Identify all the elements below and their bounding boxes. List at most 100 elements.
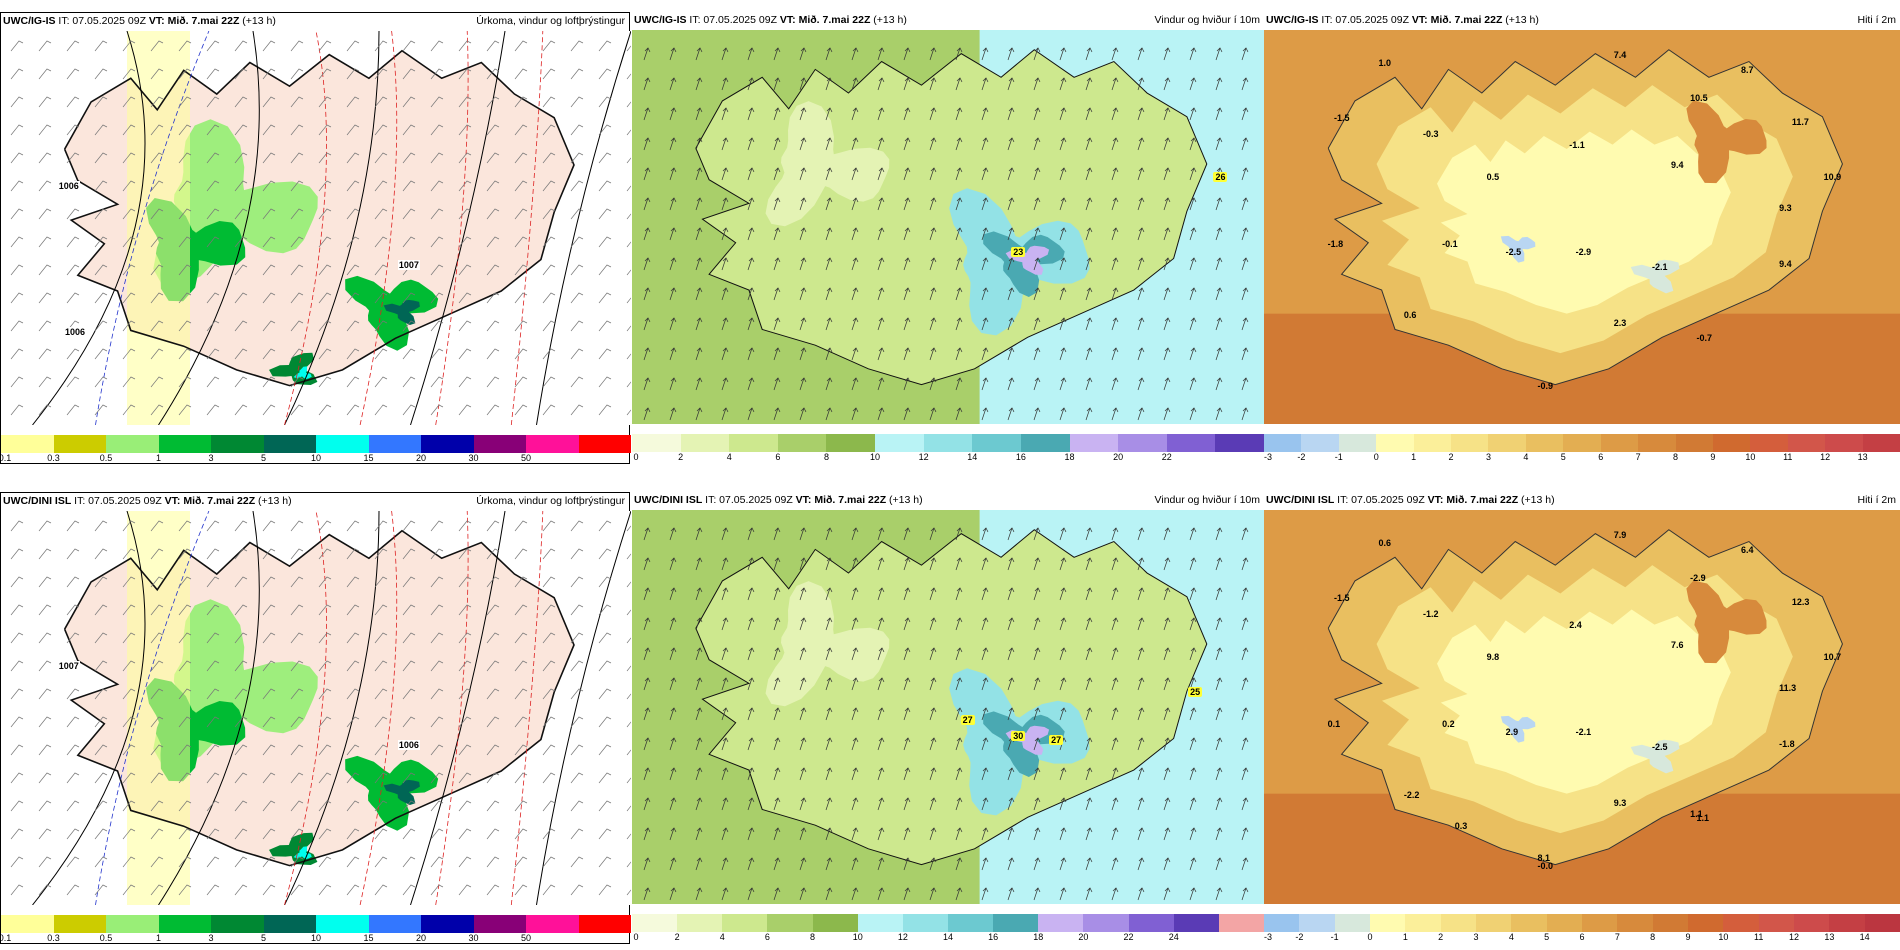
- wind-barb: [262, 716, 276, 728]
- wind-barb: [234, 744, 248, 756]
- wind-barb: [10, 208, 24, 220]
- wind-barb: [486, 348, 500, 360]
- wind-barb: [150, 404, 164, 416]
- wind-barb: [402, 124, 416, 136]
- wind-arrow: [695, 407, 703, 421]
- map-area[interactable]: [1264, 510, 1900, 904]
- wind-barb: [318, 660, 332, 672]
- wind-barb: [290, 716, 304, 728]
- wind-barb: [150, 800, 164, 812]
- wind-barb: [122, 96, 136, 108]
- wind-barb: [10, 124, 24, 136]
- wind-arrow: [773, 107, 781, 121]
- temperature-value: 1.1: [1690, 809, 1703, 820]
- wind-arrow: [1163, 377, 1171, 391]
- wind-barb: [374, 548, 388, 560]
- wind-arrow: [721, 137, 729, 151]
- legend-swatch: [473, 915, 526, 933]
- wind-barb: [430, 828, 444, 840]
- wind-arrow: [747, 737, 755, 751]
- wind-barb: [514, 264, 528, 276]
- wind-barb: [570, 68, 584, 80]
- wind-barb: [318, 632, 332, 644]
- wind-barb: [66, 236, 80, 248]
- legend-tick: 50: [520, 453, 532, 463]
- wind-arrow: [1189, 707, 1197, 721]
- wind-barb: [430, 856, 444, 868]
- wind-arrow: [1059, 857, 1067, 871]
- wind-barb: [10, 800, 24, 812]
- map-area[interactable]: [1, 31, 631, 425]
- wind-arrow: [773, 317, 781, 331]
- gust-max-label: 27: [960, 714, 975, 725]
- wind-barb: [150, 632, 164, 644]
- model-name: UWC/IG-IS: [3, 15, 56, 27]
- wind-barb: [542, 772, 556, 784]
- temperature-value: -0.7: [1696, 333, 1712, 344]
- wind-barb: [458, 632, 472, 644]
- wind-barb: [598, 632, 612, 644]
- wind-arrow: [799, 857, 807, 871]
- wind-arrow: [955, 257, 963, 271]
- wind-arrow: [955, 197, 963, 211]
- wind-arrow: [877, 167, 885, 181]
- wind-arrow: [929, 677, 937, 691]
- wind-arrow: [747, 137, 755, 151]
- wind-arrow: [1241, 377, 1249, 391]
- wind-arrow: [695, 647, 703, 661]
- wind-barb: [290, 660, 304, 672]
- wind-barb: [38, 236, 52, 248]
- wind-arrow: [1033, 827, 1041, 841]
- wind-barb: [38, 744, 52, 756]
- wind-arrow: [1085, 617, 1093, 631]
- legend-tick: 15: [363, 453, 374, 463]
- wind-arrow: [773, 677, 781, 691]
- wind-arrow: [799, 887, 807, 901]
- wind-arrow: [955, 617, 963, 631]
- wind-arrow: [1137, 857, 1145, 871]
- wind-barb: [234, 632, 248, 644]
- wind-barb: [38, 68, 52, 80]
- wind-barb: [290, 772, 304, 784]
- legend-swatch: [767, 914, 813, 932]
- legend-swatch: [857, 914, 903, 932]
- wind-barb: [318, 744, 332, 756]
- legend-swatch: [578, 915, 631, 933]
- map-area[interactable]: [1264, 30, 1900, 424]
- wind-arrow: [825, 317, 833, 331]
- legend-swatch: [1488, 434, 1526, 452]
- wind-barb: [626, 637, 631, 644]
- wind-barb: [206, 632, 220, 644]
- legend-tick: 14: [967, 452, 978, 462]
- wind-arrow: [773, 827, 781, 841]
- wind-barb: [206, 688, 220, 700]
- wind-arrow: [1189, 227, 1197, 241]
- map-area[interactable]: [1, 511, 631, 905]
- legend-tick: 8: [810, 932, 816, 942]
- map-area[interactable]: [632, 30, 1264, 424]
- legend-tick: 10: [870, 452, 881, 462]
- wind-barb: [346, 632, 360, 644]
- wind-arrow: [903, 227, 911, 241]
- map-area[interactable]: [632, 510, 1264, 904]
- wind-arrow: [1189, 407, 1197, 421]
- legend-swatch: [1173, 914, 1219, 932]
- wind-barb: [150, 320, 164, 332]
- temperature-value: 9.3: [1613, 797, 1627, 808]
- wind-arrow: [773, 647, 781, 661]
- legend-tick: 0: [1373, 452, 1379, 462]
- wind-arrow: [1137, 167, 1145, 181]
- wind-barb: [94, 40, 108, 52]
- legend-swatch: [1638, 434, 1676, 452]
- wind-arrow: [695, 857, 703, 871]
- wind-arrow: [643, 137, 651, 151]
- map-panel-temp: UWC/IG-IS IT: 07.05.2025 09Z VT: Mið. 7.…: [1264, 12, 1900, 464]
- wind-arrow: [1111, 287, 1119, 301]
- wind-arrow: [1137, 767, 1145, 781]
- legend-tick: 0.5: [99, 933, 113, 943]
- legend-tick: 14: [942, 932, 954, 942]
- wind-arrow: [1137, 347, 1145, 361]
- wind-arrow: [1241, 197, 1249, 211]
- wind-arrow: [903, 857, 911, 871]
- wind-arrow: [877, 587, 885, 601]
